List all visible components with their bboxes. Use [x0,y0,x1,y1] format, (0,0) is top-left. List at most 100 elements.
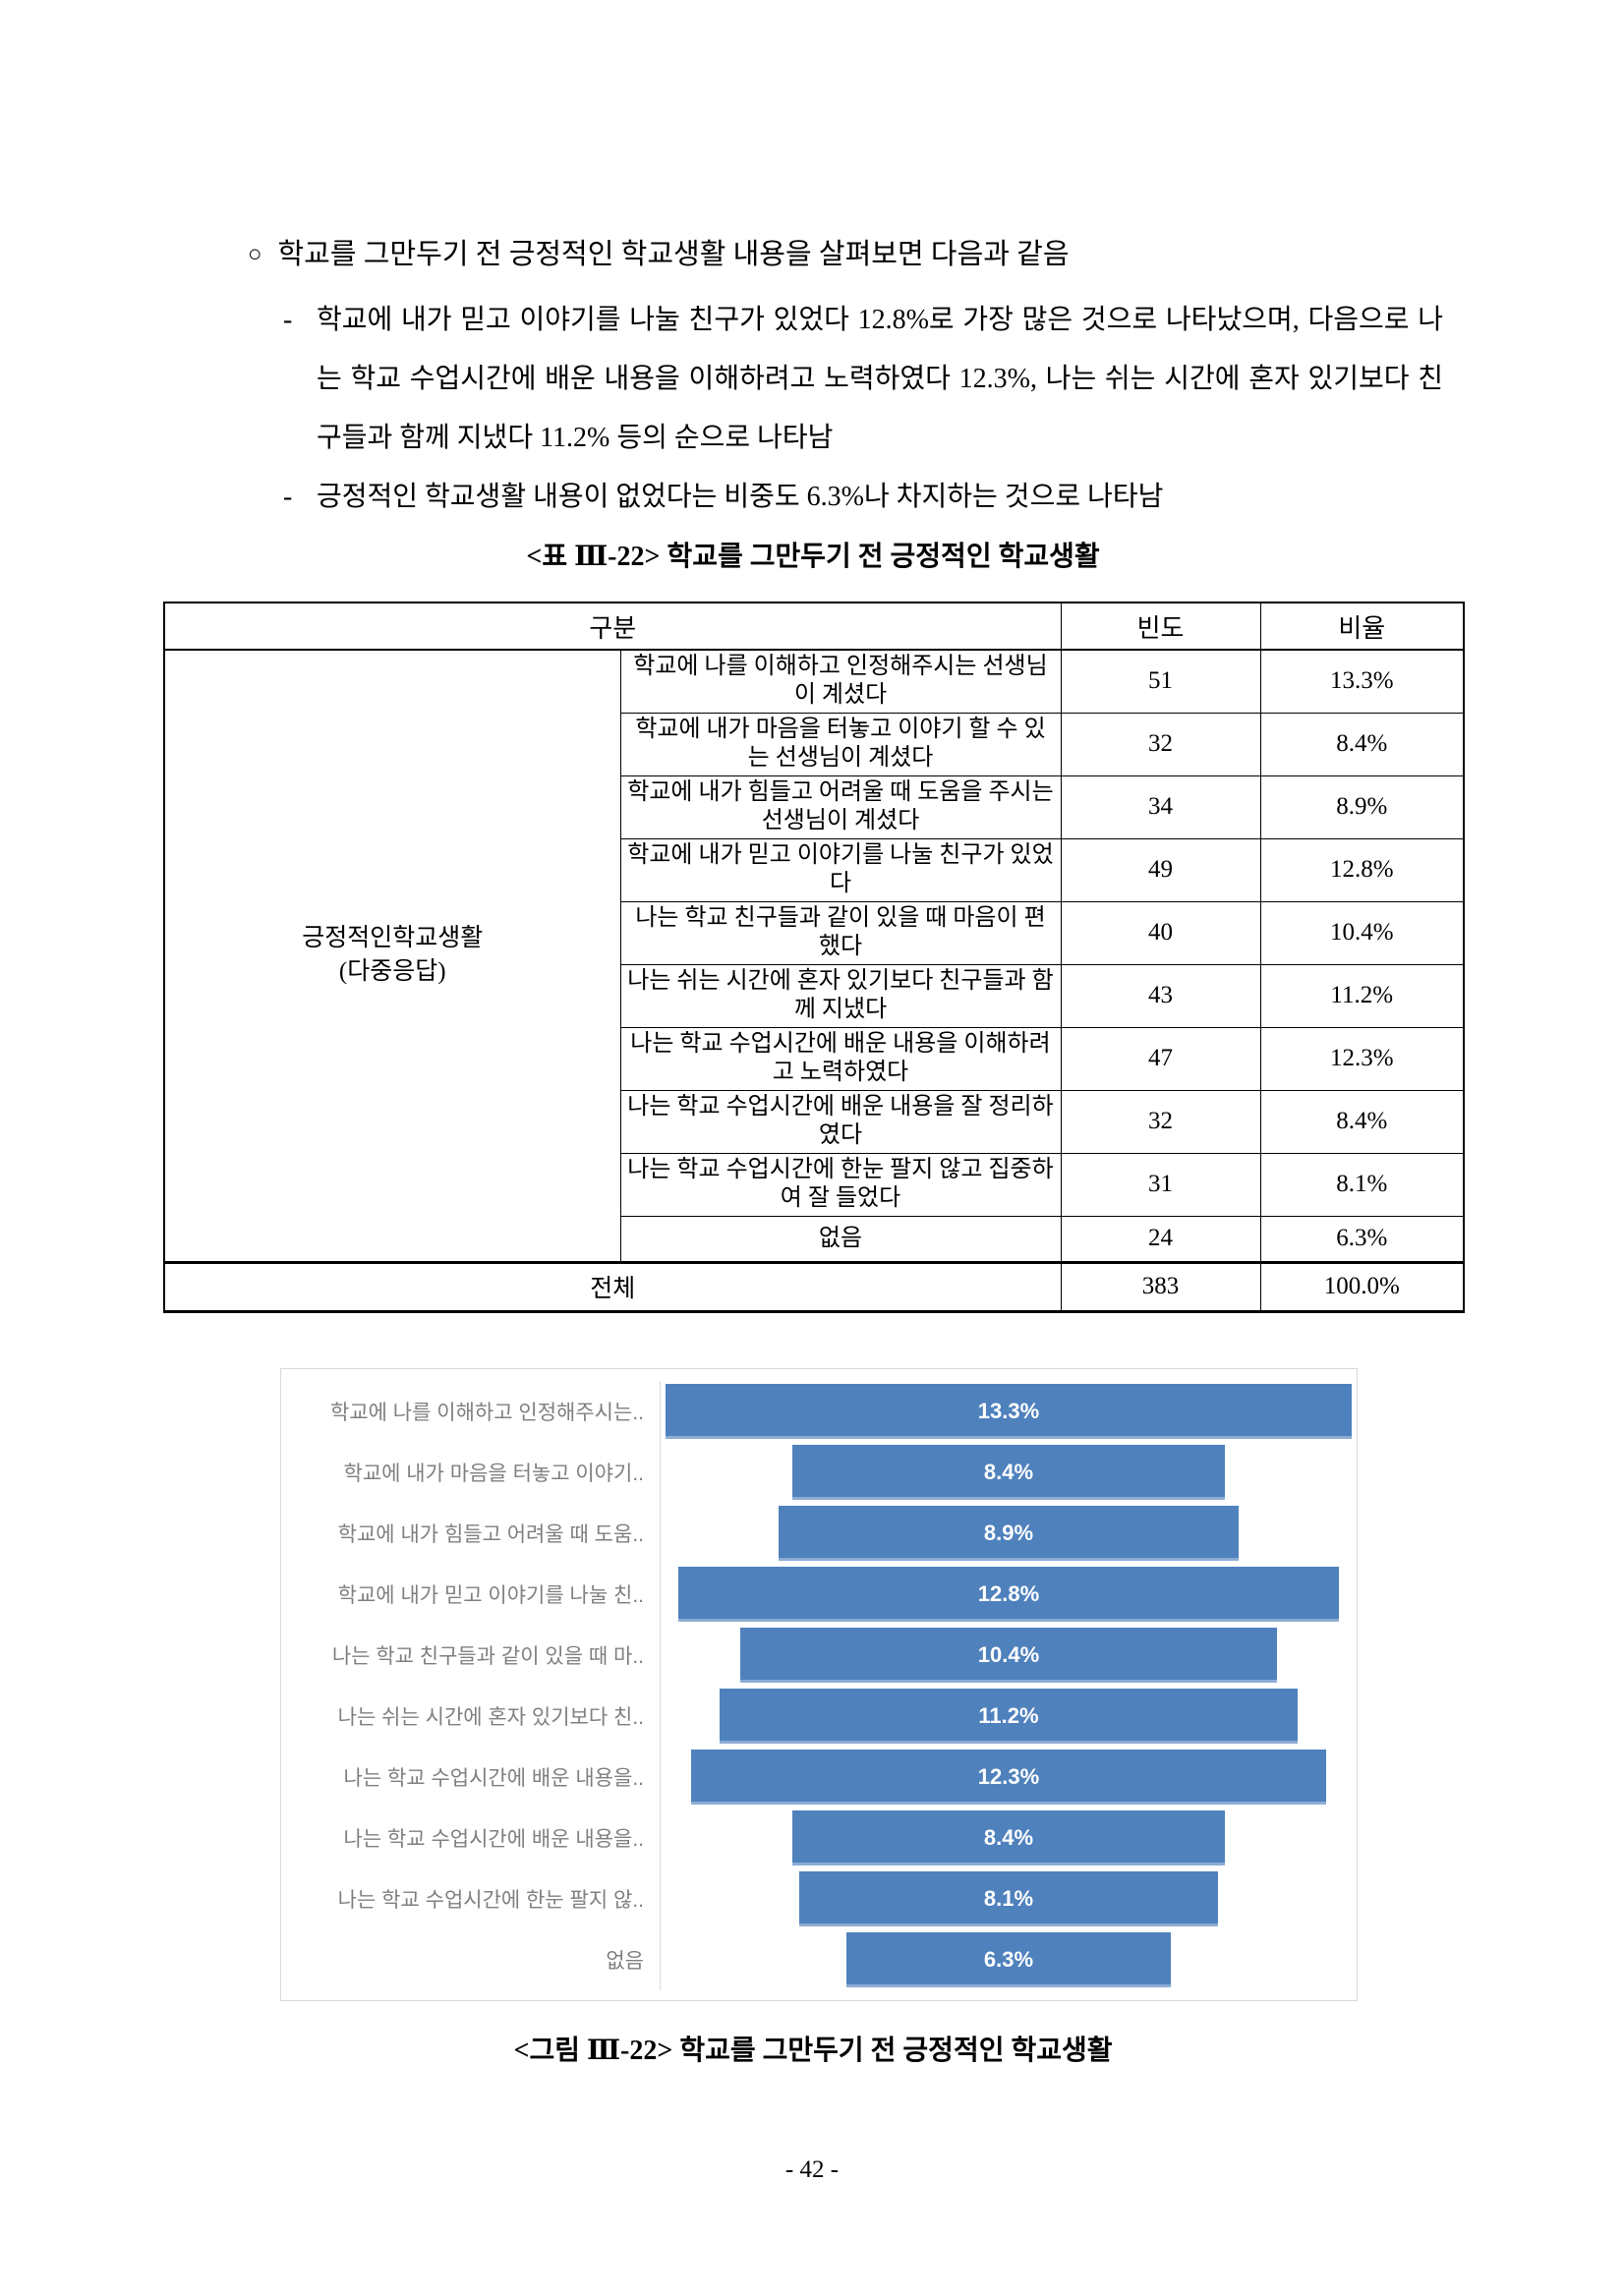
table-row: 나는 학교 수업시간에 배운 내용을 잘 정리하였다 32 8.4% [164,1089,1465,1154]
frequency-cell: 51 [1060,649,1261,714]
frequency-cell: 31 [1060,1152,1261,1217]
ratio-cell: 13.3% [1259,649,1465,714]
item-cell: 없음 [619,1215,1062,1263]
chart-category-label: 학교에 내가 마음을 터놓고 이야기.. [281,1442,661,1503]
page-number: - 42 - [784,2156,840,2183]
total-label-cell: 전체 [163,1260,1062,1312]
chart-row: 나는 학교 수업시간에 배운 내용을.. 8.4% [281,1808,1357,1868]
table-row: 학교에 내가 믿고 이야기를 나눌 친구가 있었다 49 12.8% [164,837,1465,902]
item-cell: 학교에 내가 힘들고 어려울 때 도움을 주시는 선생님이 계셨다 [619,775,1062,839]
chart-bar-value-label: 13.3% [977,1399,1040,1423]
category-cell: 긍정적인학교생활 (다중응답) [163,649,621,1263]
table-title: <표 Ⅲ-22> 학교를 그만두기 전 긍정적인 학교생활 [526,542,1100,572]
chart-bar-track: 11.2% [661,1686,1357,1747]
chart-bar-track: 6.3% [661,1929,1357,1990]
chart-row: 학교에 내가 마음을 터놓고 이야기.. 8.4% [281,1442,1357,1503]
dash-marker: - [283,305,293,335]
chart-row: 학교에 나를 이해하고 인정해주시는.. 13.3% [281,1381,1357,1442]
ratio-cell: 8.1% [1259,1152,1465,1217]
frequency-cell: 32 [1060,712,1261,776]
main-bullet-text: 학교를 그만두기 전 긍정적인 학교생활 내용을 살펴보면 다음과 같음 [277,239,1070,270]
sub-bullet-text: 긍정적인 학교생활 내용이 없었다는 비중도 6.3%나 차지하는 것으로 나타… [317,482,1164,512]
chart-category-label: 학교에 내가 믿고 이야기를 나눌 친.. [281,1564,661,1625]
chart-bar-track: 8.4% [661,1808,1357,1868]
item-cell: 학교에 내가 믿고 이야기를 나눌 친구가 있었다 [619,837,1062,902]
category-sublabel: (다중응답) [338,958,446,986]
chart-bar-track: 12.8% [661,1564,1357,1625]
chart-bar-track: 8.4% [661,1442,1357,1503]
category-label: 긍정적인학교생활 [302,925,484,952]
bullet-section: ○ 학교를 그만두기 전 긍정적인 학교생활 내용을 살펴보면 다음과 같음 -… [248,232,1443,527]
chart-bar-value-label: 6.3% [983,1947,1034,1972]
ratio-cell: 11.2% [1259,963,1465,1028]
chart-bar-value-label: 8.1% [983,1886,1034,1911]
item-cell: 나는 학교 수업시간에 한눈 팔지 않고 집중하여 잘 들었다 [619,1152,1062,1217]
table-row: 나는 쉬는 시간에 혼자 있기보다 친구들과 함께 지냈다 43 11.2% [164,963,1465,1028]
figure-caption: <그림 Ⅲ-22> 학교를 그만두기 전 긍정적인 학교생활 [513,2036,1113,2066]
chart-bar: 11.2% [720,1689,1298,1744]
bullet-item-sub-2: - 긍정적인 학교생활 내용이 없었다는 비중도 6.3%나 차지하는 것으로 … [283,468,1443,527]
frequency-cell: 34 [1060,775,1261,839]
bullet-item-main: ○ 학교를 그만두기 전 긍정적인 학교생활 내용을 살펴보면 다음과 같음 [248,232,1443,277]
chart-bar-value-label: 8.9% [983,1521,1034,1545]
item-cell: 나는 쉬는 시간에 혼자 있기보다 친구들과 함께 지냈다 [619,963,1062,1028]
chart-bar-track: 13.3% [661,1381,1357,1442]
chart-category-label: 없음 [281,1929,661,1990]
chart-bar: 8.9% [779,1506,1239,1561]
chart-bar-value-label: 12.3% [977,1764,1040,1789]
total-frequency-cell: 383 [1060,1260,1261,1312]
chart-category-label: 나는 학교 수업시간에 한눈 팔지 않.. [281,1868,661,1929]
bar-chart: 학교에 나를 이해하고 인정해주시는.. 13.3% 학교에 내가 마음을 터놓고 … [280,1368,1358,2001]
chart-row: 나는 학교 수업시간에 한눈 팔지 않.. 8.1% [281,1868,1357,1929]
chart-bar: 8.1% [799,1871,1218,1926]
header-ratio: 비율 [1259,602,1465,651]
dash-marker: - [283,482,293,512]
chart-row: 나는 쉬는 시간에 혼자 있기보다 친.. 11.2% [281,1686,1357,1747]
header-category: 구분 [163,602,1062,651]
item-cell: 학교에 나를 이해하고 인정해주시는 선생님이 계셨다 [619,649,1062,714]
frequency-cell: 24 [1060,1215,1261,1263]
table-row: 긍정적인학교생활 (다중응답) 학교에 나를 이해하고 인정해주시는 선생님이 계셨… [163,649,1465,1263]
chart-bar-value-label: 8.4% [983,1460,1034,1484]
header-frequency: 빈도 [1060,602,1261,651]
circle-bullet-marker: ○ [248,242,262,267]
table-row: 학교에 내가 힘들고 어려울 때 도움을 주시는 선생님이 계셨다 34 8.9% [164,775,1465,839]
item-cell: 나는 학교 수업시간에 배운 내용을 잘 정리하였다 [619,1089,1062,1154]
chart-bar-value-label: 11.2% [978,1703,1039,1728]
chart-category-label: 나는 학교 수업시간에 배운 내용을.. [281,1747,661,1808]
chart-bar: 13.3% [665,1384,1353,1439]
chart-bar: 8.4% [791,1810,1226,1866]
frequency-cell: 47 [1060,1026,1261,1091]
item-cell: 나는 학교 친구들과 같이 있을 때 마음이 편했다 [619,900,1062,965]
chart-bar: 8.4% [791,1445,1226,1500]
chart-bar: 10.4% [740,1628,1277,1683]
ratio-cell: 6.3% [1259,1215,1465,1263]
chart-rows: 학교에 나를 이해하고 인정해주시는.. 13.3% 학교에 내가 마음을 터놓고 … [281,1381,1357,1990]
bullet-item-sub-1: - 학교에 내가 믿고 이야기를 나눌 친구가 있었다 12.8%로 가장 많은… [283,291,1443,468]
ratio-cell: 8.4% [1259,712,1465,776]
chart-category-label: 학교에 나를 이해하고 인정해주시는.. [281,1381,661,1442]
table-body: 긍정적인학교생활 (다중응답) 학교에 나를 이해하고 인정해주시는 선생님이 계셨… [163,649,1465,1263]
total-ratio-cell: 100.0% [1259,1260,1465,1312]
ratio-cell: 8.4% [1259,1089,1465,1154]
chart-category-label: 나는 쉬는 시간에 혼자 있기보다 친.. [281,1686,661,1747]
table-total-row: 전체 383 100.0% [163,1260,1465,1312]
chart-bar-value-label: 12.8% [977,1581,1040,1606]
chart-bar-track: 8.9% [661,1503,1357,1564]
stats-table: 구분 빈도 비율 긍정적인학교생활 (다중응답) 학교에 나를 이해하고 인정해주시… [163,602,1465,1313]
chart-category-label: 학교에 내가 힘들고 어려울 때 도움.. [281,1503,661,1564]
frequency-cell: 49 [1060,837,1261,902]
frequency-cell: 43 [1060,963,1261,1028]
chart-bar: 12.3% [691,1750,1326,1805]
chart-bar: 12.8% [678,1567,1339,1622]
chart-bar-track: 12.3% [661,1747,1357,1808]
ratio-cell: 8.9% [1259,775,1465,839]
table-header-row: 구분 빈도 비율 [163,602,1465,651]
ratio-cell: 10.4% [1259,900,1465,965]
chart-row: 없음 6.3% [281,1929,1357,1990]
frequency-cell: 32 [1060,1089,1261,1154]
chart-bar-value-label: 10.4% [977,1642,1040,1667]
item-cell: 학교에 내가 마음을 터놓고 이야기 할 수 있는 선생님이 계셨다 [619,712,1062,776]
chart-row: 나는 학교 수업시간에 배운 내용을.. 12.3% [281,1747,1357,1808]
